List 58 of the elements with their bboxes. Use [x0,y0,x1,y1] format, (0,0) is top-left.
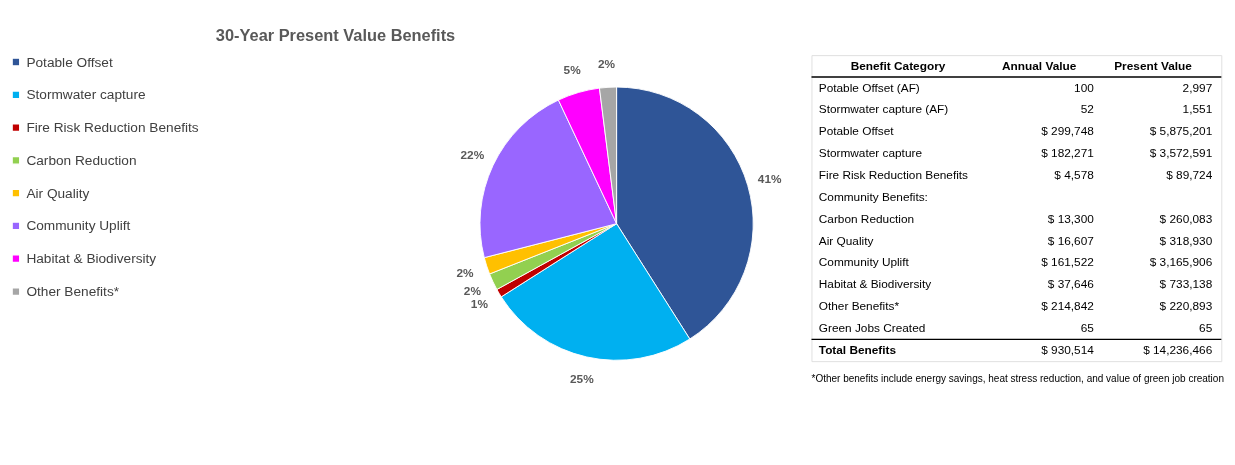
text: $ 930,514 [1041,342,1095,357]
text: Fire Risk Reduction Benefits [818,168,969,183]
text: Potable Offset (AF) [818,80,920,95]
text: Air Quality [818,233,874,248]
text: $ 3,165,906 [1149,255,1213,270]
text: Total Benefits [818,342,897,357]
text: $ 214,842 [1041,299,1094,314]
text: $ 318,930 [1159,233,1213,248]
data-label: 5% [563,63,582,78]
text: Potable Offset [818,124,895,139]
legend-label: Potable Offset [26,54,113,70]
category-label: Annual Value [1002,58,1077,73]
text: $ 3,572,591 [1149,146,1213,161]
text: $ 37,646 [1047,277,1095,292]
text: $ 161,522 [1041,255,1094,270]
legend-label: Air Quality [26,185,90,201]
text: $ 4,578 [1054,168,1095,183]
text: $ 5,875,201 [1149,124,1213,139]
data-label: 25% [569,371,595,386]
data-label: 1% [470,297,489,312]
data-label: 41% [757,171,782,186]
text: $ 220,893 [1159,299,1213,314]
text: Stormwater capture (AF) [818,102,949,117]
text: 2,997 [1182,80,1213,95]
text: 1,551 [1182,102,1213,117]
text: Other Benefits* [818,299,900,314]
data-label: 22% [460,148,485,163]
legend-label: Stormwater capture [26,87,146,103]
legend-label: Other Benefits* [26,284,120,300]
text: $ 299,748 [1041,124,1095,139]
text: $ 16,607 [1047,233,1094,248]
legend-label: Fire Risk Reduction Benefits [26,120,199,136]
legend-label: Carbon Reduction [26,152,137,168]
category-label: Present Value [1114,58,1193,73]
category-label: Benefit Category [850,58,946,73]
chart-title: 30-Year Present Value Benefits [215,25,456,44]
text: $ 14,236,466 [1143,342,1213,357]
text: $ 89,724 [1166,168,1213,183]
text: $ 13,300 [1047,211,1095,226]
text: 100 [1074,80,1095,95]
text: Habitat & Biodiversity [818,277,932,292]
data-label: 2% [598,57,616,72]
legend-label: Habitat & Biodiversity [26,251,157,267]
text: *Other benefits include energy savings, heat stress reduction, and value of green job creation [811,373,1224,385]
text: Stormwater capture [818,146,923,161]
text: Community Benefits: [818,189,928,204]
text: $ 260,083 [1159,211,1213,226]
legend-label: Community Uplift [26,218,131,234]
text: 52 [1080,102,1094,117]
data-label: 2% [456,265,475,280]
text: 65 [1080,321,1095,336]
text: Carbon Reduction [818,211,915,226]
data-label: 2% [463,284,482,299]
text: Community Uplift [818,255,910,270]
text: $ 733,138 [1159,277,1213,292]
text: 65 [1199,321,1213,336]
text: Green Jobs Created [818,321,926,336]
text: $ 182,271 [1041,146,1094,161]
